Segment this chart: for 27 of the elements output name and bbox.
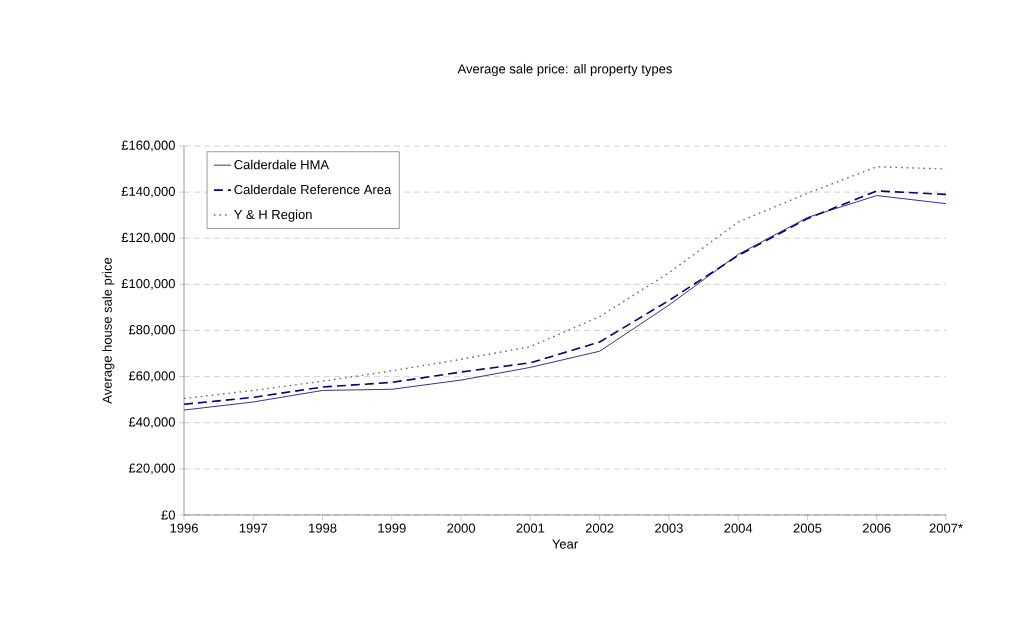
x-tick-label: 1999 — [378, 523, 406, 533]
x-tick-label: 2007* — [929, 523, 963, 533]
y-tick-label: £160,000 — [121, 140, 175, 152]
y-tick-label: £60,000 — [128, 371, 175, 382]
legend-label: Calderdale HMA — [234, 159, 330, 170]
legend-label: Y & H Region — [234, 209, 312, 222]
x-tick-label: 1996 — [170, 523, 198, 533]
y-axis-title: Average house sale price — [102, 257, 115, 404]
x-tick-label: 2003 — [655, 523, 683, 533]
y-tick-label: £120,000 — [121, 232, 175, 244]
x-tick-label: 2006 — [862, 523, 891, 533]
y-tick-label: £20,000 — [128, 463, 175, 475]
x-tick-label: 2005 — [793, 523, 822, 533]
x-tick-label: 2004 — [724, 523, 753, 533]
x-tick-label: 2001 — [516, 523, 545, 533]
x-tick-label: 2002 — [585, 523, 614, 533]
y-tick-label: £40,000 — [128, 417, 175, 429]
y-tick-label: £0 — [161, 510, 175, 520]
legend-label: Calderdale Reference Area — [234, 184, 392, 195]
y-tick-label: £140,000 — [121, 186, 175, 198]
x-tick-label: 1998 — [309, 523, 337, 533]
x-tick-label: 2000 — [447, 523, 476, 533]
x-tick-label: 1997 — [239, 523, 268, 533]
y-tick-label: £80,000 — [128, 325, 175, 336]
y-tick-label: £100,000 — [121, 278, 175, 290]
x-axis-title: Year — [552, 539, 578, 549]
chart-title: Average sale price: all property types — [457, 63, 672, 77]
